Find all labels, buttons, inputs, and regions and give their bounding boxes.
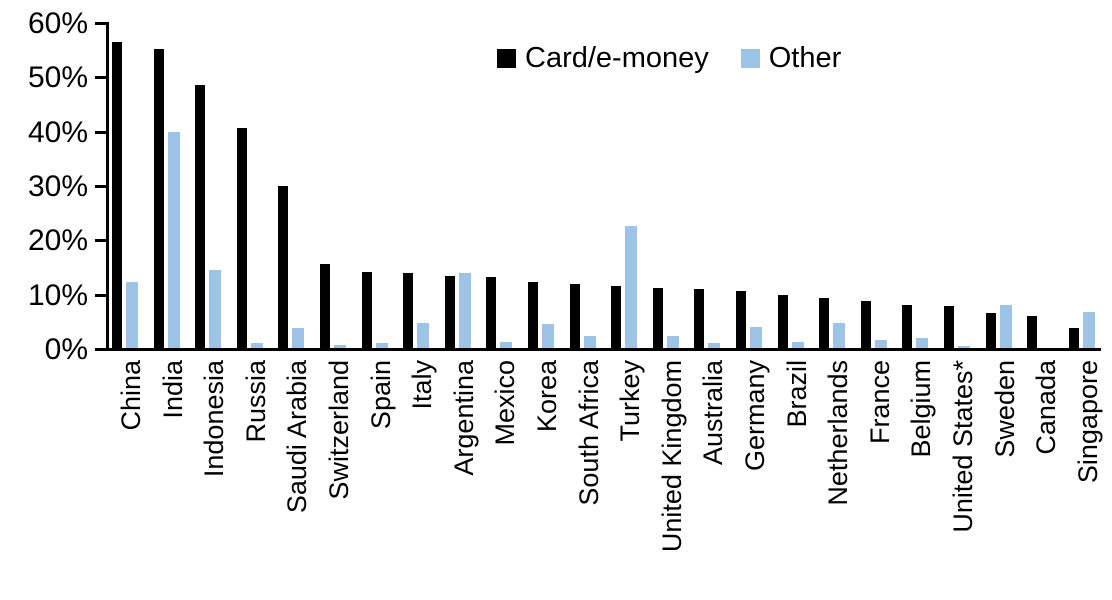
bar-other bbox=[791, 342, 804, 348]
x-axis-label: Australia bbox=[698, 360, 729, 466]
y-axis-tick bbox=[95, 130, 106, 134]
bar-other bbox=[417, 323, 430, 348]
x-axis-label: Brazil bbox=[781, 360, 812, 428]
x-axis-label: United Kingdom bbox=[656, 360, 687, 553]
y-axis-tick-label: 40% bbox=[27, 115, 88, 149]
x-axis-label: United States* bbox=[948, 360, 978, 533]
bar-other bbox=[209, 269, 222, 348]
bar-card-e-money bbox=[860, 301, 871, 348]
bar-other bbox=[666, 335, 679, 348]
bar-card-e-money bbox=[1068, 327, 1079, 348]
y-axis-tick bbox=[95, 22, 106, 25]
bar-card-e-money bbox=[694, 289, 705, 348]
x-axis-label: Germany bbox=[740, 360, 770, 472]
x-axis-label: Canada bbox=[1031, 360, 1062, 455]
bar-card-e-money bbox=[1027, 315, 1038, 348]
bar-card-e-money bbox=[569, 284, 580, 348]
x-axis-label: Belgium bbox=[906, 360, 937, 458]
bar-card-e-money bbox=[486, 277, 497, 348]
bar-card-e-money bbox=[278, 186, 289, 348]
bar-card-e-money bbox=[985, 312, 996, 348]
legend-item-card-e-money: Card/e-money bbox=[497, 42, 709, 75]
bar-other bbox=[916, 337, 929, 348]
x-axis-label: Argentina bbox=[448, 360, 479, 476]
bar-card-e-money bbox=[361, 271, 372, 348]
y-axis-tick-label: 0% bbox=[44, 333, 88, 366]
bar-other bbox=[334, 344, 346, 348]
x-axis-label: Saudi Arabia bbox=[282, 360, 313, 514]
bar-card-e-money bbox=[528, 281, 538, 348]
x-axis-label: Italy bbox=[407, 360, 438, 410]
legend-label-other: Other bbox=[768, 42, 842, 74]
bar-other bbox=[708, 343, 721, 348]
y-axis-tick-label: 50% bbox=[27, 61, 88, 95]
bar-card-e-money bbox=[902, 304, 913, 348]
y-axis-tick bbox=[95, 76, 106, 80]
bar-card-e-money bbox=[611, 285, 622, 348]
bar-card-e-money bbox=[236, 127, 247, 348]
y-axis-line bbox=[106, 22, 109, 351]
x-axis-label: India bbox=[157, 360, 188, 419]
bar-card-e-money bbox=[112, 42, 122, 348]
y-axis-tick-label: 10% bbox=[27, 278, 88, 312]
card-e-money-swatch-icon bbox=[497, 49, 516, 68]
legend-item-other: Other bbox=[740, 42, 842, 75]
bar-other bbox=[250, 343, 263, 348]
bar-card-e-money bbox=[652, 288, 663, 348]
bar-other bbox=[542, 324, 554, 348]
other-swatch-icon bbox=[740, 49, 760, 68]
y-axis-tick bbox=[95, 348, 106, 351]
x-axis-label: Indonesia bbox=[199, 360, 230, 478]
y-axis-tick bbox=[95, 239, 106, 243]
bar-other bbox=[874, 340, 887, 348]
x-axis-label: South Africa bbox=[573, 360, 604, 506]
bar-card-e-money bbox=[819, 298, 830, 348]
bar-other bbox=[167, 132, 180, 348]
bar-card-e-money bbox=[195, 85, 206, 348]
bar-card-e-money bbox=[444, 275, 455, 348]
legend: Card/e-money Other bbox=[497, 42, 841, 75]
y-axis-tick bbox=[95, 185, 106, 188]
x-axis-label: Switzerland bbox=[324, 360, 354, 500]
x-axis-label: Russia bbox=[240, 360, 271, 443]
bar-card-e-money bbox=[944, 306, 954, 348]
x-axis-label: Sweden bbox=[989, 360, 1020, 458]
bar-other bbox=[625, 225, 638, 349]
bar-card-e-money bbox=[777, 294, 788, 348]
x-axis-label: Singapore bbox=[1072, 360, 1103, 484]
x-axis-label: Turkey bbox=[615, 360, 646, 442]
bar-other bbox=[458, 273, 471, 348]
bar-other bbox=[1082, 312, 1095, 348]
x-axis-label: Mexico bbox=[490, 360, 521, 446]
bar-other bbox=[292, 327, 305, 348]
bar-other bbox=[833, 322, 846, 348]
bar-other bbox=[999, 304, 1012, 348]
x-axis-label: Korea bbox=[532, 360, 562, 433]
x-axis-label: France bbox=[864, 360, 895, 445]
bar-other bbox=[375, 343, 388, 348]
bar-other bbox=[583, 336, 596, 348]
x-axis-line bbox=[106, 348, 1101, 351]
bar-other bbox=[500, 341, 513, 348]
y-axis-tick-label: 20% bbox=[27, 224, 88, 258]
bar-card-e-money bbox=[153, 48, 164, 348]
y-axis-tick-label: 30% bbox=[27, 170, 88, 203]
legend-label-card-e-money: Card/e-money bbox=[525, 42, 709, 74]
x-axis-label: China bbox=[116, 360, 146, 431]
bar-other bbox=[750, 326, 762, 348]
bar-card-e-money bbox=[403, 272, 414, 348]
x-axis-label: Netherlands bbox=[823, 360, 854, 506]
y-axis-tick bbox=[95, 293, 106, 297]
bar-card-e-money bbox=[736, 290, 746, 348]
x-axis-label: Spain bbox=[365, 360, 396, 430]
bar-other bbox=[958, 346, 970, 348]
bar-card-e-money bbox=[320, 263, 330, 348]
y-axis-tick-label: 60% bbox=[27, 7, 88, 40]
bar-other bbox=[126, 281, 138, 348]
